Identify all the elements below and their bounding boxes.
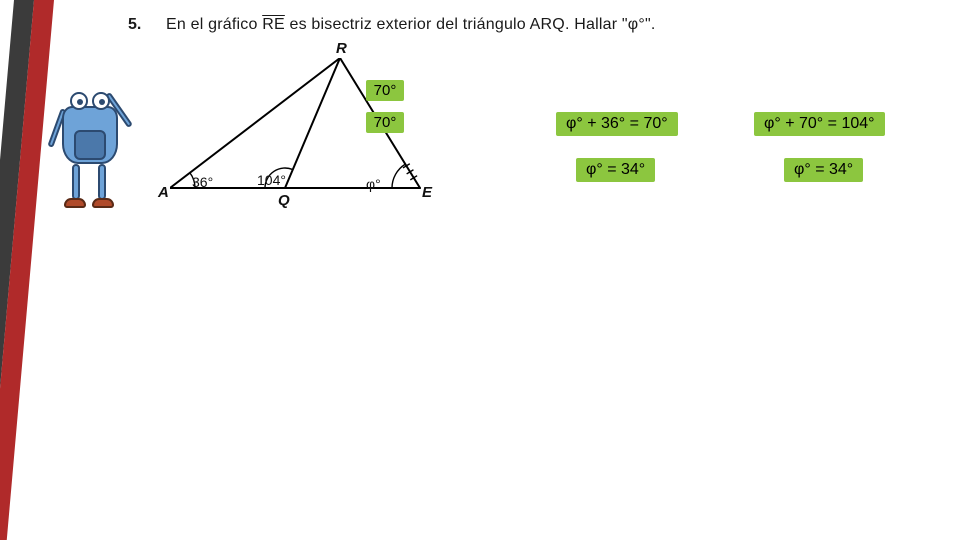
question-phi: φ°	[628, 16, 645, 33]
anno-eq1: φ° + 36° = 70°	[556, 112, 678, 136]
vertex-q-label: Q	[278, 192, 290, 209]
anno-ans2: φ° = 34°	[784, 158, 863, 182]
question-text: En el gráfico RE es bisectriz exterior d…	[166, 16, 655, 34]
question-text-mid: es bisectriz exterior del triángulo ARQ.…	[285, 16, 628, 33]
question-number: 5.	[128, 16, 141, 34]
question-text-prefix: En el gráfico	[166, 16, 262, 33]
vertex-a-label: A	[158, 184, 169, 201]
segment-re: RE	[262, 16, 285, 33]
vertex-e-label: E	[422, 184, 432, 201]
anno-70-bottom: 70°	[366, 112, 404, 133]
angle-a-label: 36°	[192, 174, 213, 190]
angle-q-label: 104°	[257, 172, 286, 188]
angle-phi-label: φ°	[366, 176, 381, 192]
anno-ans1: φ° = 34°	[576, 158, 655, 182]
question-text-suffix: ".	[645, 16, 656, 33]
anno-eq2: φ° + 70° = 104°	[754, 112, 885, 136]
mascot-backpack	[48, 82, 132, 212]
anno-70-top: 70°	[366, 80, 404, 101]
vertex-r-label: R	[336, 40, 347, 57]
